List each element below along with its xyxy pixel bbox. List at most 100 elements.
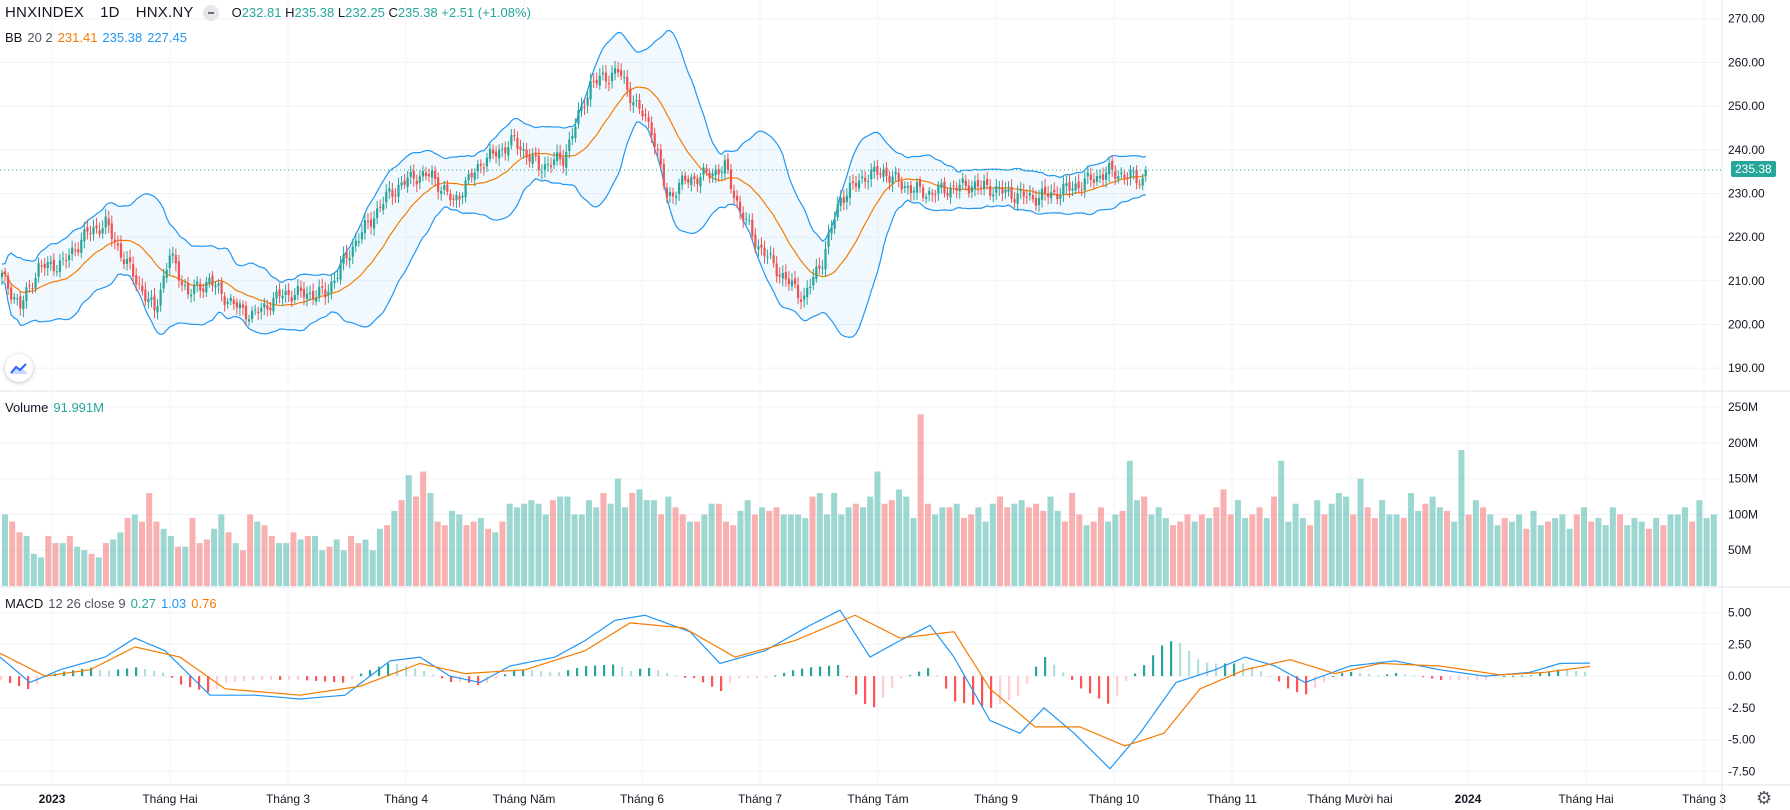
volume-axis-label: 100M [1728, 507, 1758, 521]
macd-line-value: 1.03 [160, 596, 187, 611]
macd-histogram-bar [342, 676, 345, 683]
macd-histogram-bar [1233, 663, 1236, 677]
candle-body [1108, 163, 1111, 175]
exchange-label: HNX.NY [135, 4, 194, 21]
volume-bar [766, 510, 773, 586]
candle-body [357, 241, 360, 243]
time-axis-label: Tháng 9 [974, 792, 1018, 806]
volume-bar [1105, 521, 1112, 586]
macd-histogram-bar [90, 667, 93, 677]
candle-body [376, 208, 379, 219]
volume-bar [189, 518, 196, 586]
candle-body [446, 184, 449, 192]
candle-body [144, 289, 147, 302]
volume-bar [384, 525, 391, 586]
macd-histogram-bar [756, 676, 759, 679]
candle-body [580, 105, 583, 111]
volume-bar [571, 514, 578, 586]
volume-bar [874, 471, 881, 586]
candle-body [1022, 191, 1025, 197]
candle-body [964, 180, 967, 187]
candle-body [973, 181, 977, 189]
candle-body [434, 170, 437, 180]
candle-body [1126, 177, 1129, 179]
candle-body [202, 288, 205, 292]
candle-body [1031, 195, 1034, 200]
bb-lower-value: 227.45 [147, 30, 187, 45]
volume-bar [513, 507, 520, 586]
volume-bar [1343, 496, 1350, 586]
volume-bar [1126, 460, 1133, 586]
close-value: 235.38 [397, 5, 438, 20]
volume-bar [290, 532, 297, 586]
bb-upper-value: 235.38 [102, 30, 143, 45]
volume-bar [521, 503, 528, 586]
volume-bar [1494, 525, 1501, 586]
candle-body [717, 169, 720, 175]
macd-histogram-bar [558, 672, 561, 677]
candle-body [226, 301, 229, 304]
candle-body [412, 170, 415, 179]
macd-histogram-bar [144, 669, 147, 677]
symbol-name[interactable]: HNXINDEX [5, 4, 85, 21]
candle-body [665, 187, 668, 198]
candle-body [595, 80, 598, 84]
macd-legend[interactable]: MACD 12 26 close 9 0.27 1.03 0.76 [5, 596, 217, 611]
candle-body [684, 175, 687, 181]
volume-bar [369, 550, 376, 586]
candle-body [135, 275, 138, 285]
macd-histogram-bar [369, 670, 372, 677]
macd-histogram-bar [1467, 676, 1470, 680]
candle-body [1123, 174, 1126, 179]
candle-body [235, 301, 238, 308]
tradingview-logo-icon[interactable] [5, 354, 33, 382]
candle-body [598, 75, 601, 86]
candle-body [379, 206, 382, 208]
candle-body [318, 287, 321, 297]
volume-bar [622, 507, 629, 586]
macd-histogram-bar [1278, 676, 1281, 682]
volume-bar [160, 528, 167, 586]
candle-body [790, 280, 794, 287]
collapse-legend-icon[interactable] [202, 4, 219, 21]
macd-histogram-bar [1287, 676, 1290, 689]
volume-bar [730, 525, 737, 586]
candle-body [525, 149, 528, 158]
volume-bar [723, 521, 730, 586]
volume-bar [1451, 521, 1458, 586]
candle-body [241, 304, 245, 308]
candle-body [366, 221, 370, 223]
candle-body [171, 253, 174, 256]
macd-histogram-bar [1458, 676, 1461, 680]
low-label: L [337, 5, 346, 20]
macd-histogram-bar [126, 668, 129, 677]
macd-histogram-bar [27, 676, 30, 690]
interval-label[interactable]: 1D [100, 4, 120, 21]
candle-body [110, 223, 113, 239]
volume-bar [787, 514, 794, 586]
macd-histogram-bar [1512, 675, 1515, 677]
macd-histogram-bar [423, 671, 426, 677]
price-axis-label: 190.00 [1728, 361, 1765, 375]
macd-histogram-bar [117, 669, 120, 677]
candle-body [1105, 172, 1108, 180]
candle-body [385, 191, 388, 203]
candle-body [479, 163, 482, 166]
macd-histogram-bar [387, 663, 390, 677]
volume-bar [1602, 525, 1609, 586]
candle-body [1089, 174, 1092, 181]
candle-body [827, 232, 830, 247]
candle-body [269, 307, 272, 311]
settings-gear-icon[interactable]: ⚙ [1756, 788, 1773, 808]
volume-legend[interactable]: Volume 91.991M [5, 400, 104, 415]
volume-bar [629, 493, 636, 586]
volume-bar [953, 503, 960, 586]
volume-bar [1011, 503, 1018, 586]
volume-bar [1379, 500, 1386, 586]
macd-histogram-bar [450, 676, 453, 683]
volume-bar [1588, 521, 1595, 586]
bb-legend[interactable]: BB 20 2 231.41 235.38 227.45 [5, 30, 187, 45]
candle-body [925, 196, 928, 199]
volume-bar [1112, 514, 1119, 586]
